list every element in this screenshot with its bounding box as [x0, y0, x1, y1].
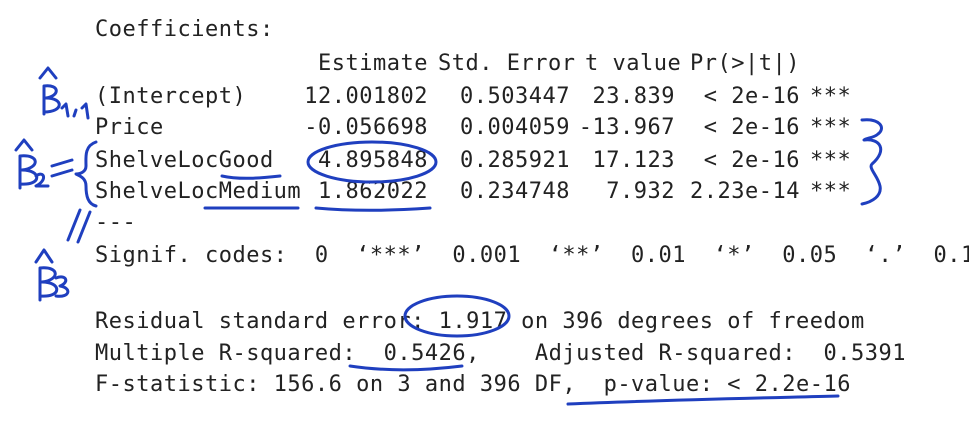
residual-std-error-line: Residual standard error: 1.917 on 396 de… [95, 309, 865, 334]
t-value: 7.932 [606, 179, 675, 204]
estimate-value: 12.001802 [304, 84, 428, 109]
estimate-underline [314, 206, 432, 212]
term-label: (Intercept) [95, 84, 247, 109]
term-label: ShelveLocMedium [95, 179, 302, 204]
term-label: Price [95, 115, 164, 140]
column-header-t-value: t value [585, 51, 682, 76]
std-error-value: 0.234748 [460, 179, 570, 204]
column-header-p-value: Pr(>|t|) [690, 51, 800, 76]
std-error-value: 0.285921 [460, 148, 570, 173]
t-value: -13.967 [578, 115, 675, 140]
std-error-value: 0.004059 [460, 115, 570, 140]
p-value: 2.23e-14 [690, 179, 800, 204]
estimate-value: 4.895848 [318, 148, 428, 173]
beta-2-label [14, 138, 98, 208]
p-value: < 2e-16 [703, 84, 800, 109]
r-squared-line: Multiple R-squared: 0.5426, Adjusted R-s… [95, 341, 906, 366]
signif-stars: *** [810, 84, 852, 109]
signif-stars: *** [810, 179, 852, 204]
signif-codes-line: Signif. codes: 0 ‘***’ 0.001 ‘**’ 0.01 ‘… [95, 243, 969, 268]
estimate-value: 1.862022 [318, 179, 428, 204]
coef-heading: Coefficients: [95, 17, 274, 42]
beta-1-1-label [38, 66, 90, 120]
p-value: < 2e-16 [703, 148, 800, 173]
signif-stars: *** [810, 148, 852, 173]
std-error-value: 0.503447 [460, 84, 570, 109]
separator-line: --- [95, 210, 137, 235]
column-header-estimate: Estimate [318, 51, 428, 76]
beta-3-label [34, 248, 70, 302]
t-value: 17.123 [592, 148, 675, 173]
right-brace [860, 118, 883, 206]
column-header-std-error: Std. Error [438, 51, 576, 76]
double-slash-mark [66, 208, 92, 244]
estimate-value: -0.056698 [304, 115, 428, 140]
signif-stars: *** [810, 115, 852, 140]
good-underline [220, 174, 282, 180]
p-value: < 2e-16 [703, 115, 800, 140]
f-statistic-line: F-statistic: 156.6 on 3 and 396 DF, p-va… [95, 372, 851, 397]
t-value: 23.839 [592, 84, 675, 109]
term-label: ShelveLocGood [95, 148, 274, 173]
